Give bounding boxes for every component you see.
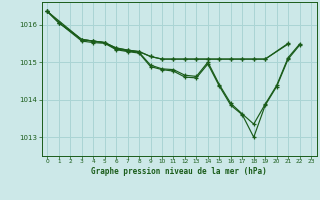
X-axis label: Graphe pression niveau de la mer (hPa): Graphe pression niveau de la mer (hPa) [91, 167, 267, 176]
